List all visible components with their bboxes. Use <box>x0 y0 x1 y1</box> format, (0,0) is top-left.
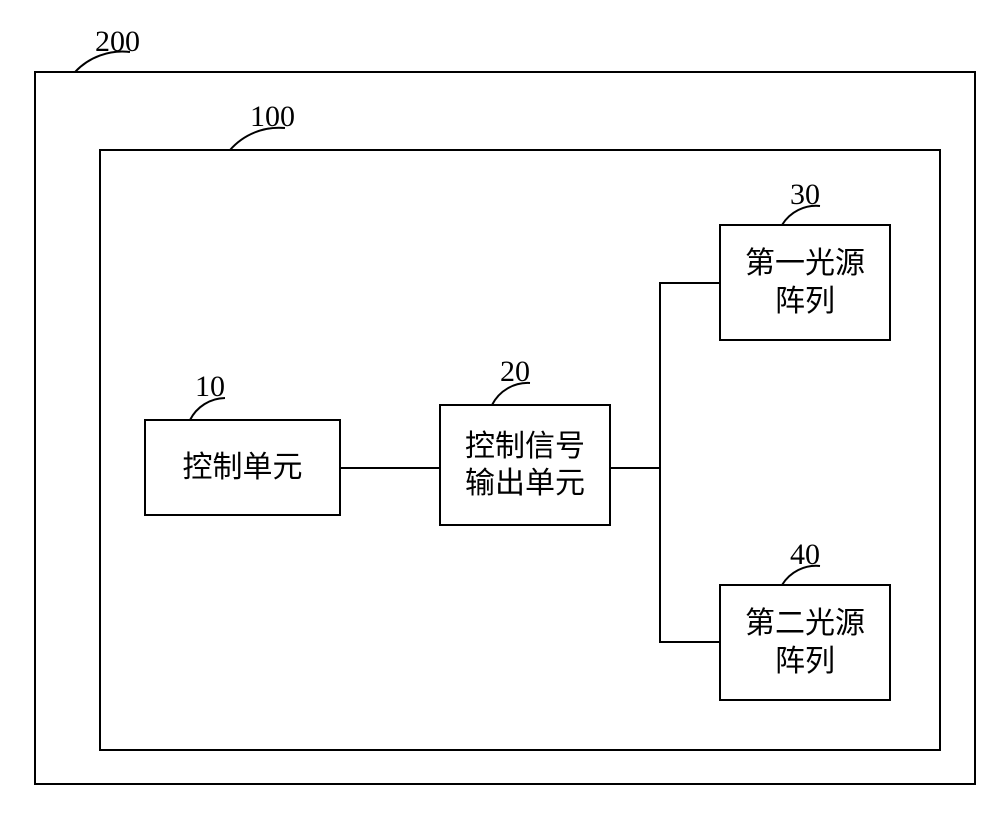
ref-label-b30: 30 <box>790 178 820 212</box>
ref-label-inner: 100 <box>250 100 295 134</box>
diagram-stage: 控制单元 控制信号 输出单元第一光源 阵列第二光源 阵列 200 100 10 20 30 4… <box>0 0 1000 824</box>
ref-label-b20: 20 <box>500 355 530 389</box>
block-label-b10: 控制单元 <box>145 420 340 515</box>
block-label-b30: 第一光源 阵列 <box>720 225 890 340</box>
block-label-b20: 控制信号 输出单元 <box>440 405 610 525</box>
block-label-b40: 第二光源 阵列 <box>720 585 890 700</box>
ref-label-outer: 200 <box>95 25 140 59</box>
ref-label-b40: 40 <box>790 538 820 572</box>
ref-label-b10: 10 <box>195 370 225 404</box>
